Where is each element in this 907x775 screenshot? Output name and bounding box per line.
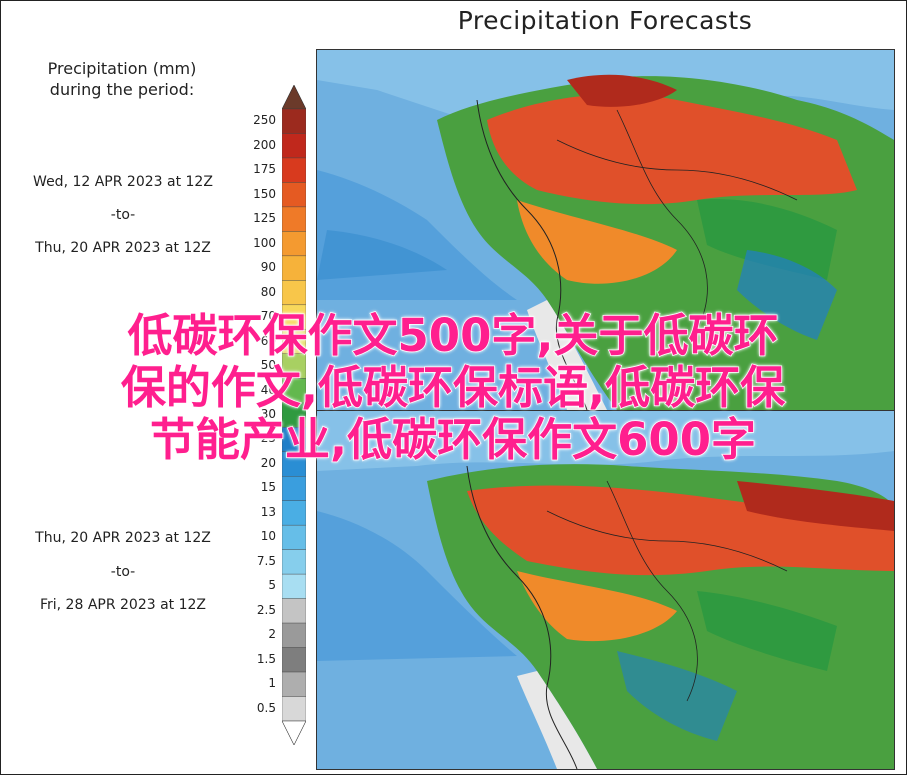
colorbar-band	[282, 353, 306, 379]
colorbar-tick-label: 5	[268, 578, 276, 593]
legend-title-line1: Precipitation (mm)	[47, 59, 197, 78]
colorbar-tick-label: 30	[260, 407, 276, 421]
colorbar-band	[282, 231, 306, 257]
colorbar-band	[282, 182, 306, 208]
colorbar-tick-label: 70	[260, 309, 276, 324]
colorbar-band	[282, 696, 306, 722]
period-1-end: Thu, 20 APR 2023 at 12Z	[35, 240, 211, 256]
colorbar-band	[282, 476, 306, 501]
legend-title: Precipitation (mm) during the period:	[6, 58, 238, 100]
colorbar-tick-label: 150	[253, 186, 276, 201]
colorbar-band	[282, 402, 306, 428]
colorbar-band	[282, 598, 306, 624]
south-america-precip-map-1	[317, 50, 894, 410]
overlay-line-3: 节能产业,低碳环保作文600字	[149, 413, 757, 467]
colorbar-band	[282, 206, 306, 232]
colorbar-tick-label: 0.5	[256, 700, 276, 715]
colorbar-tick-label: 175	[253, 162, 276, 177]
colorbar-band	[282, 573, 306, 599]
colorbar-top-arrow	[282, 85, 306, 110]
colorbar-tick-label: 2.5	[256, 602, 276, 617]
colorbar-band	[282, 133, 306, 159]
colorbar-band	[282, 500, 306, 526]
overlay-banner-text: 低碳环保作文500字,关于低碳环 保的作文,低碳环保标语,低碳环保 节能产业,低…	[10, 309, 896, 467]
colorbar-tick-label: 125	[253, 211, 276, 226]
map-panel-period-1	[316, 49, 895, 411]
colorbar-tick-label: 10	[260, 529, 276, 544]
colorbar-bottom-arrow	[282, 720, 306, 745]
period-1-start: Wed, 12 APR 2023 at 12Z	[33, 174, 213, 190]
period-2-end: Fri, 28 APR 2023 at 12Z	[39, 597, 207, 613]
colorbar-tick-label: 13	[260, 504, 276, 519]
colorbar-band	[282, 157, 306, 183]
colorbar-tick-label: 1	[268, 676, 276, 691]
colorbar-band	[282, 378, 306, 403]
colorbar-tick-label: 15	[260, 480, 276, 495]
colorbar-tick-label: 25	[260, 431, 276, 446]
overlay-line-1: 低碳环保作文500字,关于低碳环	[127, 309, 780, 363]
colorbar-band	[282, 524, 306, 550]
colorbar-tick-label: 90	[260, 260, 276, 275]
colorbar-tick-label: 80	[260, 284, 276, 299]
colorbar-band	[282, 622, 306, 648]
colorbar-band	[282, 671, 306, 697]
colorbar-tick-label: 1.5	[256, 651, 276, 666]
period-2-to: -to-	[110, 564, 136, 580]
colorbar-tick-label: 2	[268, 627, 276, 642]
colorbar-tick-label: 100	[253, 235, 276, 250]
colorbar-tick-label: 200	[253, 137, 276, 152]
period-2-start: Thu, 20 APR 2023 at 12Z	[35, 530, 211, 546]
precipitation-colorbar	[282, 85, 306, 745]
colorbar-band	[282, 427, 306, 452]
colorbar-tick-label: 7.5	[256, 553, 276, 568]
colorbar-tick-label: 50	[260, 358, 276, 373]
colorbar-tick-label: 20	[260, 455, 276, 470]
figure-title: Precipitation Forecasts	[457, 6, 753, 35]
period-1-to: -to-	[110, 207, 136, 223]
map-panel-period-2	[316, 410, 895, 770]
overlay-line-2: 保的作文,低碳环保标语,低碳环保	[120, 361, 786, 415]
colorbar-band	[282, 255, 306, 281]
colorbar-band	[282, 549, 306, 575]
colorbar-band	[282, 329, 306, 355]
colorbar-band	[282, 647, 306, 673]
colorbar-band	[282, 108, 306, 134]
colorbar-tick-label: 250	[253, 113, 276, 128]
colorbar-tick-label: 40	[260, 382, 276, 397]
legend-title-line2: during the period:	[49, 80, 195, 99]
colorbar-tick-label: 60	[260, 333, 276, 348]
colorbar-band	[282, 280, 306, 306]
south-america-precip-map-2	[317, 411, 894, 769]
colorbar-band	[282, 304, 306, 330]
